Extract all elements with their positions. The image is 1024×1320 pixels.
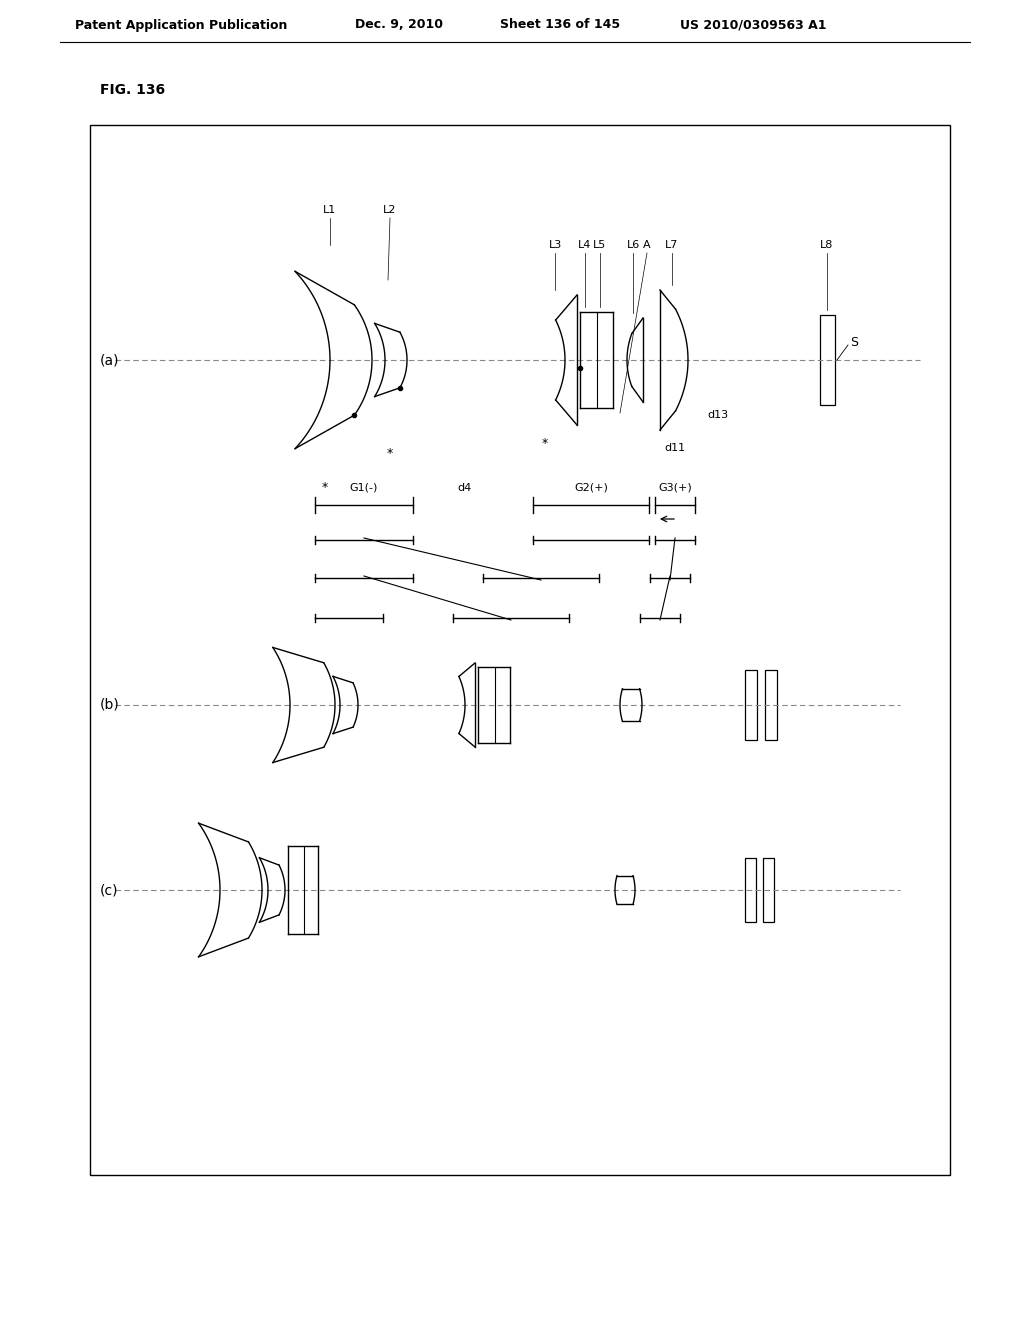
Text: A: A [643, 240, 651, 249]
Text: d4: d4 [458, 483, 472, 492]
Text: G3(+): G3(+) [658, 482, 692, 492]
Text: L6: L6 [627, 240, 640, 249]
Bar [745, 858, 756, 921]
Bar [745, 671, 757, 741]
Text: L7: L7 [666, 240, 679, 249]
Text: (b): (b) [100, 698, 120, 711]
Text: G1(-): G1(-) [350, 482, 378, 492]
Text: L1: L1 [324, 205, 337, 215]
Text: d11: d11 [665, 444, 685, 453]
Text: *: * [387, 446, 393, 459]
Text: Patent Application Publication: Patent Application Publication [75, 18, 288, 32]
Text: *: * [322, 482, 328, 495]
Text: (a): (a) [100, 352, 120, 367]
Text: Sheet 136 of 145: Sheet 136 of 145 [500, 18, 621, 32]
Text: FIG. 136: FIG. 136 [100, 83, 165, 96]
Bar [763, 858, 774, 921]
Text: L5: L5 [593, 240, 606, 249]
Bar [765, 671, 777, 741]
Text: L2: L2 [383, 205, 396, 215]
Text: (c): (c) [100, 883, 119, 898]
Bar [820, 315, 835, 405]
Bar [90, 125, 950, 1175]
Text: US 2010/0309563 A1: US 2010/0309563 A1 [680, 18, 826, 32]
Text: L8: L8 [820, 240, 834, 249]
Text: S: S [850, 335, 858, 348]
Text: Dec. 9, 2010: Dec. 9, 2010 [355, 18, 443, 32]
Text: L3: L3 [549, 240, 561, 249]
Text: G2(+): G2(+) [574, 482, 608, 492]
Text: d13: d13 [708, 411, 728, 420]
Text: *: * [542, 437, 548, 450]
Text: L4: L4 [579, 240, 592, 249]
